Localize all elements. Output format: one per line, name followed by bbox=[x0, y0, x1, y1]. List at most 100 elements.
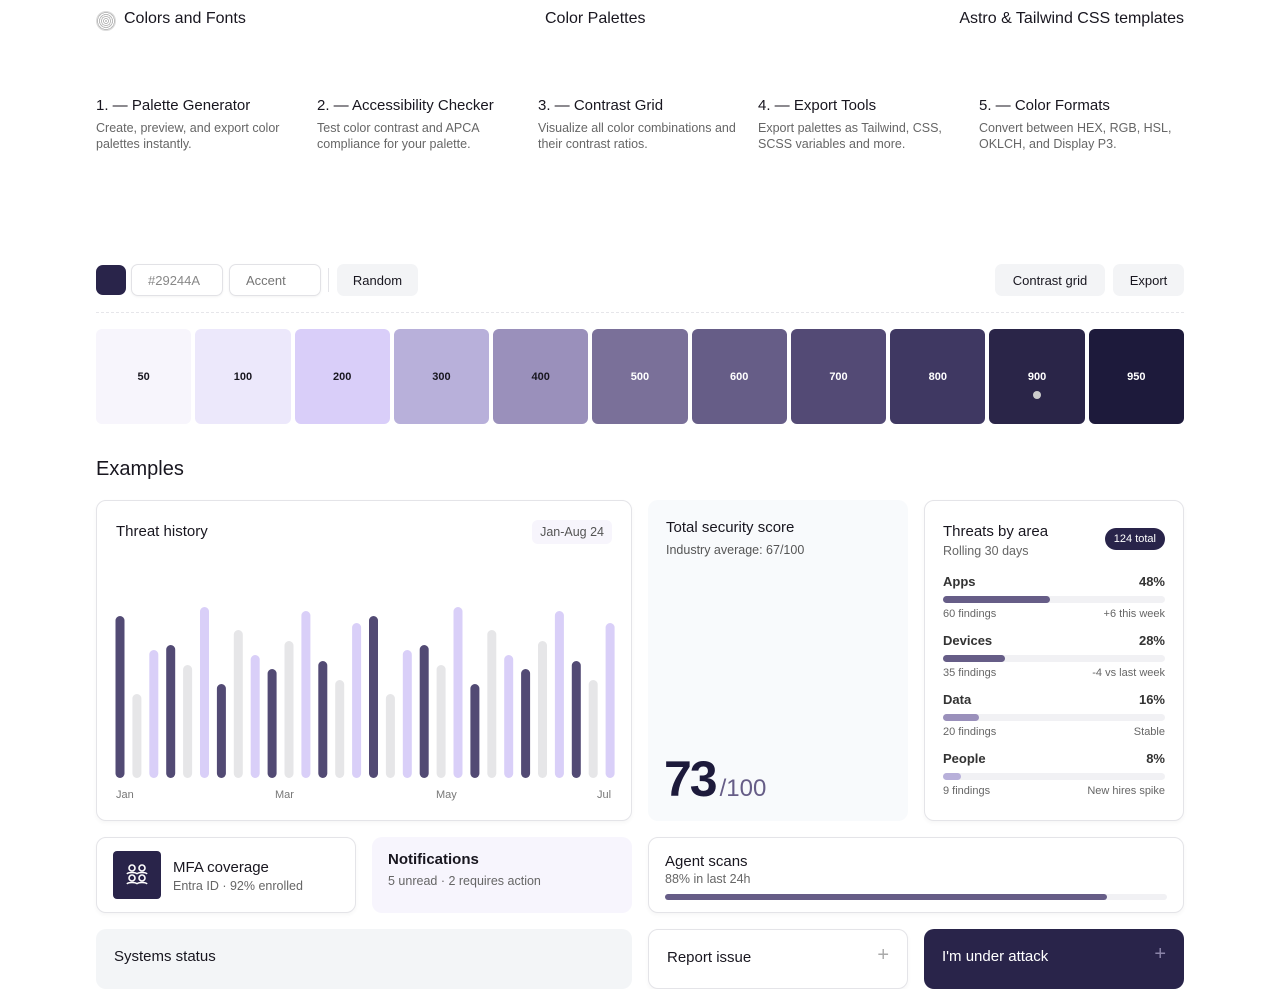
nav-color-palettes[interactable]: Color Palettes bbox=[545, 10, 646, 27]
swatch-950[interactable]: 950 bbox=[1088, 329, 1184, 424]
plus-icon[interactable]: + bbox=[877, 944, 889, 966]
chart-bar bbox=[369, 616, 378, 778]
chart-bar bbox=[538, 641, 547, 778]
swatch-300[interactable]: 300 bbox=[393, 329, 490, 424]
base-color-swatch[interactable] bbox=[96, 265, 126, 295]
feature-item[interactable]: 4. — Export Tools Export palettes as Tail… bbox=[758, 97, 958, 152]
threat-row-people: People 8% 9 findings New hires spike bbox=[943, 751, 1165, 797]
swatch-label: 900 bbox=[1027, 370, 1047, 383]
feature-item[interactable]: 2. — Accessibility Checker Test color con… bbox=[317, 97, 517, 152]
chart-bar bbox=[605, 623, 615, 778]
chart-bar bbox=[132, 694, 142, 778]
date-range-badge[interactable]: Jan-Aug 24 bbox=[532, 520, 612, 544]
nav-templates[interactable]: Astro & Tailwind CSS templates bbox=[959, 10, 1184, 27]
swatch-400[interactable]: 400 bbox=[493, 329, 589, 424]
card-title: Systems status bbox=[114, 948, 216, 965]
users-icon bbox=[113, 851, 161, 899]
swatch-700[interactable]: 700 bbox=[790, 329, 887, 424]
feature-item[interactable]: 1. — Palette Generator Create, preview, a… bbox=[96, 97, 296, 152]
card-subtitle: 5 unread · 2 requires action bbox=[388, 874, 541, 888]
chart-bar bbox=[352, 623, 362, 778]
notifications-card[interactable]: Notifications 5 unread · 2 requires acti… bbox=[372, 837, 632, 913]
area-findings: 60 findings bbox=[943, 608, 997, 620]
card-title: Total security score bbox=[666, 519, 795, 536]
feature-desc: Export palettes as Tailwind, CSS, SCSS v… bbox=[758, 121, 942, 151]
card-title: Report issue bbox=[667, 949, 752, 966]
area-note: New hires spike bbox=[1087, 785, 1165, 797]
threat-row-data: Data 16% 20 findings Stable bbox=[943, 692, 1165, 738]
x-tick-label: Jul bbox=[597, 789, 611, 801]
card-title: I'm under attack bbox=[942, 948, 1049, 965]
card-subtitle: Industry average: 67/100 bbox=[666, 543, 805, 557]
chart-bar bbox=[402, 650, 412, 778]
x-tick-label: Jan bbox=[116, 789, 134, 801]
chart-bar bbox=[183, 665, 193, 778]
mfa-card[interactable]: MFA coverage Entra ID · 92% enrolled bbox=[96, 837, 356, 913]
export-button[interactable]: Export bbox=[1113, 264, 1184, 296]
chart-bar bbox=[487, 630, 497, 778]
total-badge: 124 total bbox=[1104, 528, 1165, 550]
swatch-900[interactable]: 900 bbox=[989, 329, 1085, 424]
area-bar bbox=[943, 773, 1165, 780]
swatch-label: 50 bbox=[137, 370, 150, 383]
swatch-600[interactable]: 600 bbox=[691, 329, 787, 424]
agent-scans-card: Agent scans 88% in last 24h bbox=[648, 837, 1184, 913]
divider bbox=[328, 268, 329, 292]
threat-history-card: Threat history Jan-Aug 24 Jan Mar May Jul bbox=[96, 500, 632, 821]
area-findings: 35 findings bbox=[943, 667, 997, 679]
swatch-200[interactable]: 200 bbox=[294, 329, 390, 424]
swatch-label: 200 bbox=[332, 370, 352, 383]
area-note: Stable bbox=[1133, 726, 1165, 738]
chart-bar bbox=[554, 611, 564, 778]
feature-item[interactable]: 3. — Contrast Grid Visualize all color co… bbox=[538, 97, 738, 152]
threat-chart: Jan Mar May Jul bbox=[115, 607, 615, 801]
swatch-800[interactable]: 800 bbox=[890, 329, 986, 424]
score-max: /100 bbox=[719, 775, 767, 802]
swatch-500[interactable]: 500 bbox=[592, 329, 688, 424]
chart-bar bbox=[521, 669, 531, 778]
systems-status-card: Systems status bbox=[96, 929, 632, 989]
area-bar bbox=[943, 655, 1165, 662]
card-title: Threat history bbox=[116, 523, 208, 540]
score-value: 73 bbox=[664, 751, 718, 807]
examples-heading: Examples bbox=[96, 458, 184, 480]
selected-indicator bbox=[1033, 391, 1042, 399]
threat-row-apps: Apps 48% 60 findings +6 this week bbox=[943, 574, 1165, 620]
hex-input[interactable] bbox=[131, 264, 223, 296]
chart-bar bbox=[115, 616, 125, 778]
chart-bar bbox=[216, 684, 226, 778]
chart-bar bbox=[200, 607, 209, 778]
feature-item[interactable]: 5. — Color Formats Convert between HEX, R… bbox=[979, 97, 1179, 152]
chart-bar bbox=[233, 630, 243, 778]
chart-bar bbox=[588, 680, 598, 778]
area-pct: 16% bbox=[1138, 692, 1165, 707]
under-attack-card[interactable]: I'm under attack + bbox=[924, 929, 1184, 989]
random-button[interactable]: Random bbox=[337, 264, 418, 296]
name-input[interactable] bbox=[229, 264, 321, 296]
card-subtitle: Entra ID · 92% enrolled bbox=[173, 879, 303, 893]
card-title: Notifications bbox=[388, 851, 479, 868]
area-note: -4 vs last week bbox=[1092, 667, 1165, 679]
x-tick-label: May bbox=[436, 789, 457, 801]
report-issue-card[interactable]: Report issue + bbox=[648, 929, 908, 989]
chart-bar bbox=[419, 645, 429, 778]
swatch-label: 100 bbox=[233, 370, 253, 383]
area-bar bbox=[943, 714, 1165, 721]
feature-title: 3. — Contrast Grid bbox=[538, 97, 664, 114]
brand-link[interactable]: Colors and Fonts bbox=[124, 10, 246, 27]
threat-row-devices: Devices 28% 35 findings -4 vs last week bbox=[943, 633, 1165, 679]
plus-icon[interactable]: + bbox=[1154, 943, 1166, 965]
logo-icon bbox=[96, 11, 116, 31]
area-note: +6 this week bbox=[1103, 608, 1165, 620]
swatch-label: 700 bbox=[829, 370, 848, 383]
area-findings: 9 findings bbox=[943, 785, 991, 797]
card-subtitle: 88% in last 24h bbox=[665, 872, 751, 886]
feature-desc: Test color contrast and APCA compliance … bbox=[317, 121, 479, 151]
feature-title: 4. — Export Tools bbox=[758, 97, 877, 114]
contrast-grid-button[interactable]: Contrast grid bbox=[995, 264, 1105, 296]
feature-title: 5. — Color Formats bbox=[979, 97, 1110, 114]
swatch-50[interactable]: 50 bbox=[96, 329, 192, 424]
swatch-100[interactable]: 100 bbox=[195, 329, 291, 424]
feature-desc: Convert between HEX, RGB, HSL, OKLCH, an… bbox=[979, 121, 1172, 151]
feature-title: 1. — Palette Generator bbox=[96, 97, 251, 114]
